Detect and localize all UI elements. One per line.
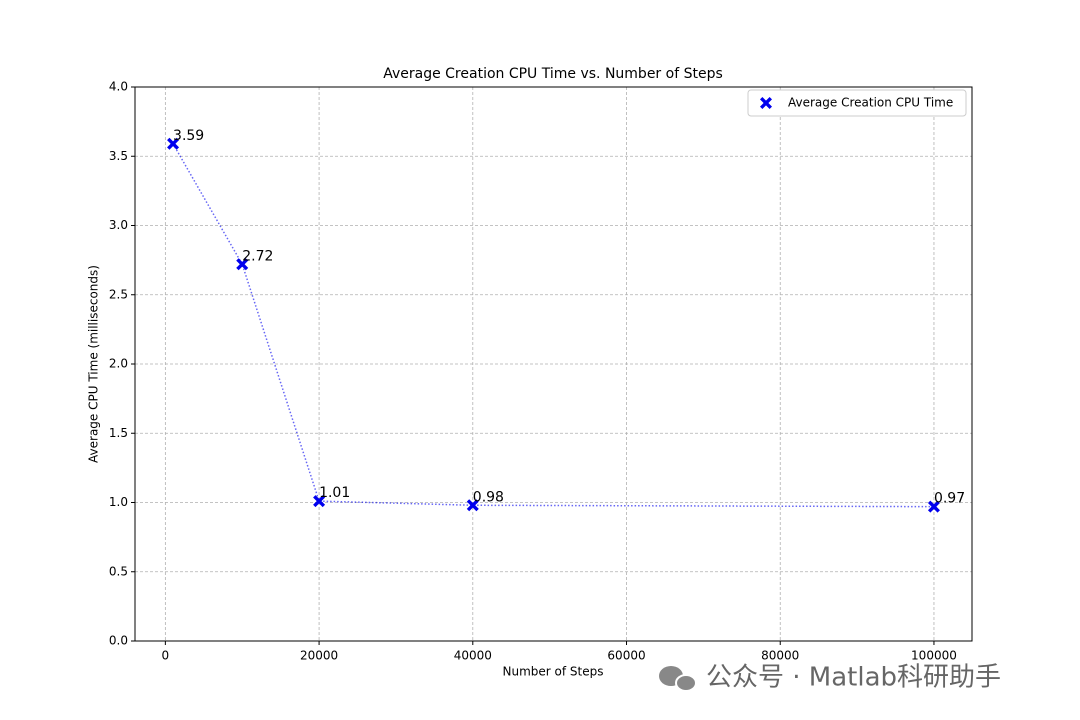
legend-label: Average Creation CPU Time (788, 96, 953, 110)
y-tick-label: 3.0 (109, 218, 128, 232)
y-tick-label: 4.0 (109, 80, 128, 94)
watermark-icon (659, 666, 697, 692)
y-tick-label: 0.0 (109, 634, 128, 648)
x-tick-label: 20000 (300, 649, 338, 663)
marker (927, 500, 940, 513)
y-tick-label: 0.5 (109, 564, 128, 578)
x-tick-label: 0 (162, 649, 170, 663)
series-line (172, 143, 934, 508)
y-axis-label: Average CPU Time (milliseconds) (87, 265, 101, 463)
legend-box (747, 89, 967, 117)
marker (167, 137, 180, 150)
y-tick-label: 2.5 (109, 287, 128, 301)
x-tick-label: 60000 (607, 649, 645, 663)
x-tick-label: 80000 (761, 649, 799, 663)
plot-frame (134, 86, 973, 642)
y-tick-label: 2.0 (109, 357, 128, 371)
y-tick-label: 3.5 (109, 149, 128, 163)
watermark: 公众号 · Matlab科研助手 (706, 663, 1001, 693)
value-label: 0.98 (473, 489, 504, 505)
x-tick-label: 40000 (454, 649, 492, 663)
legend-marker (760, 97, 772, 109)
marker (236, 258, 249, 271)
y-tick-label: 1.5 (109, 426, 128, 440)
x-axis-label: Number of Steps (503, 665, 604, 679)
marker (466, 499, 479, 512)
x-tick-label: 100000 (911, 649, 957, 663)
chart-title: Average Creation CPU Time vs. Number of … (383, 66, 723, 82)
value-label: 3.59 (173, 128, 204, 144)
y-tick-label: 1.0 (109, 495, 128, 509)
value-label: 0.97 (934, 491, 965, 507)
value-label: 2.72 (242, 248, 273, 264)
value-label: 1.01 (319, 485, 350, 501)
marker (313, 495, 326, 508)
